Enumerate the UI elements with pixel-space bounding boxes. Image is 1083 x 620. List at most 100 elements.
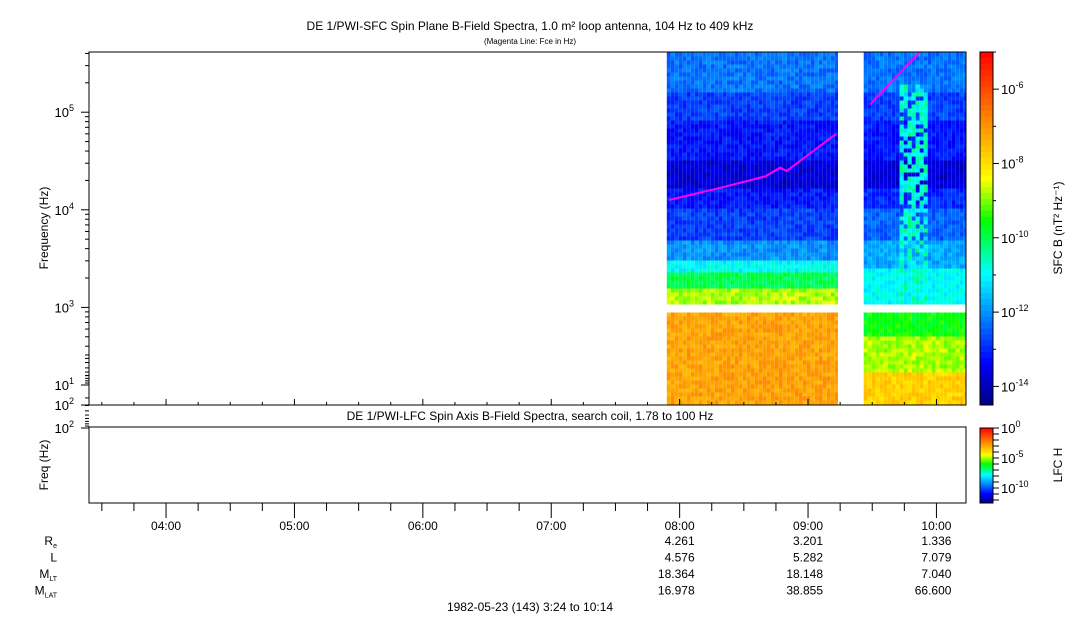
heatmap-cell	[863, 108, 868, 113]
heatmap-cell	[907, 100, 912, 105]
heatmap-cell	[830, 348, 835, 353]
heatmap-cell	[867, 80, 872, 85]
heatmap-cell	[891, 160, 896, 165]
heatmap-cell	[891, 132, 896, 137]
heatmap-cell	[694, 328, 699, 333]
heatmap-cell	[822, 368, 827, 373]
heatmap-cell	[798, 392, 803, 397]
heatmap-cell	[806, 188, 811, 193]
heatmap-cell	[895, 96, 900, 101]
heatmap-cell	[959, 100, 964, 105]
heatmap-cell	[678, 400, 683, 405]
heatmap-cell	[887, 68, 892, 73]
heatmap-cell	[726, 336, 731, 341]
heatmap-cell	[686, 176, 691, 181]
heatmap-cell	[951, 132, 956, 137]
heatmap-cell	[794, 360, 799, 365]
heatmap-cell	[871, 92, 876, 97]
heatmap-cell	[879, 216, 884, 221]
heatmap-cell	[750, 168, 755, 173]
heatmap-cell	[746, 236, 751, 241]
heatmap-cell	[718, 300, 723, 305]
heatmap-cell	[698, 132, 703, 137]
heatmap-cell	[822, 156, 827, 161]
heatmap-cell	[774, 68, 779, 73]
heatmap-cell	[714, 140, 719, 145]
heatmap-cell	[758, 124, 763, 129]
heatmap-cell	[818, 340, 823, 345]
heatmap-cell	[730, 196, 735, 201]
heatmap-cell	[951, 188, 956, 193]
heatmap-cell	[798, 284, 803, 289]
heatmap-cell	[798, 144, 803, 149]
heatmap-cell	[710, 212, 715, 217]
heatmap-cell	[939, 128, 944, 133]
heatmap-cell	[903, 240, 908, 245]
heatmap-cell	[694, 204, 699, 209]
heatmap-cell	[722, 164, 727, 169]
heatmap-cell	[702, 360, 707, 365]
heatmap-cell	[806, 288, 811, 293]
heatmap-cell	[730, 332, 735, 337]
heatmap-cell	[790, 160, 795, 165]
heatmap-cell	[830, 148, 835, 153]
heatmap-cell	[955, 84, 960, 89]
heatmap-cell	[734, 116, 739, 121]
heatmap-cell	[722, 220, 727, 225]
heatmap-cell	[935, 84, 940, 89]
heatmap-cell	[710, 296, 715, 301]
heatmap-cell	[782, 212, 787, 217]
heatmap-cell	[730, 372, 735, 377]
heatmap-cell	[770, 276, 775, 281]
heatmap-cell	[951, 212, 956, 217]
heatmap-cell	[810, 316, 815, 321]
heatmap-cell	[899, 144, 904, 149]
heatmap-cell	[678, 120, 683, 125]
heatmap-cell	[718, 72, 723, 77]
heatmap-cell	[798, 300, 803, 305]
heatmap-cell	[915, 56, 920, 61]
heatmap-cell	[698, 284, 703, 289]
heatmap-cell	[694, 296, 699, 301]
heatmap-cell	[770, 396, 775, 401]
heatmap-cell	[738, 204, 743, 209]
heatmap-cell	[790, 272, 795, 277]
heatmap-cell	[810, 300, 815, 305]
heatmap-cell	[746, 68, 751, 73]
heatmap-cell	[919, 176, 924, 181]
heatmap-cell	[710, 280, 715, 285]
heatmap-cell	[786, 172, 791, 177]
heatmap-cell	[879, 232, 884, 237]
heatmap-cell	[734, 124, 739, 129]
heatmap-cell	[778, 372, 783, 377]
heatmap-cell	[778, 212, 783, 217]
heatmap-cell	[806, 400, 811, 405]
heatmap-cell	[758, 392, 763, 397]
heatmap-cell	[947, 176, 952, 181]
heatmap-cell	[955, 200, 960, 205]
heatmap-cell	[706, 324, 711, 329]
heatmap-cell	[754, 396, 759, 401]
heatmap-cell	[702, 136, 707, 141]
heatmap-cell	[903, 220, 908, 225]
heatmap-cell	[814, 76, 819, 81]
heatmap-cell	[915, 148, 920, 153]
heatmap-cell	[907, 52, 912, 57]
heatmap-cell	[686, 100, 691, 105]
heatmap-cell	[746, 184, 751, 189]
heatmap-cell	[806, 232, 811, 237]
heatmap-cell	[963, 180, 967, 185]
heatmap-cell	[698, 172, 703, 177]
heatmap-cell	[814, 316, 819, 321]
heatmap-cell	[738, 104, 743, 109]
heatmap-cell	[867, 180, 872, 185]
heatmap-cell	[778, 156, 783, 161]
heatmap-cell	[830, 100, 835, 105]
heatmap-cell	[726, 400, 731, 405]
heatmap-cell	[682, 208, 687, 213]
heatmap-cell	[770, 108, 775, 113]
heatmap-cell	[818, 80, 823, 85]
heatmap-cell	[678, 280, 683, 285]
heatmap-cell	[690, 96, 695, 101]
heatmap-cell	[766, 280, 771, 285]
